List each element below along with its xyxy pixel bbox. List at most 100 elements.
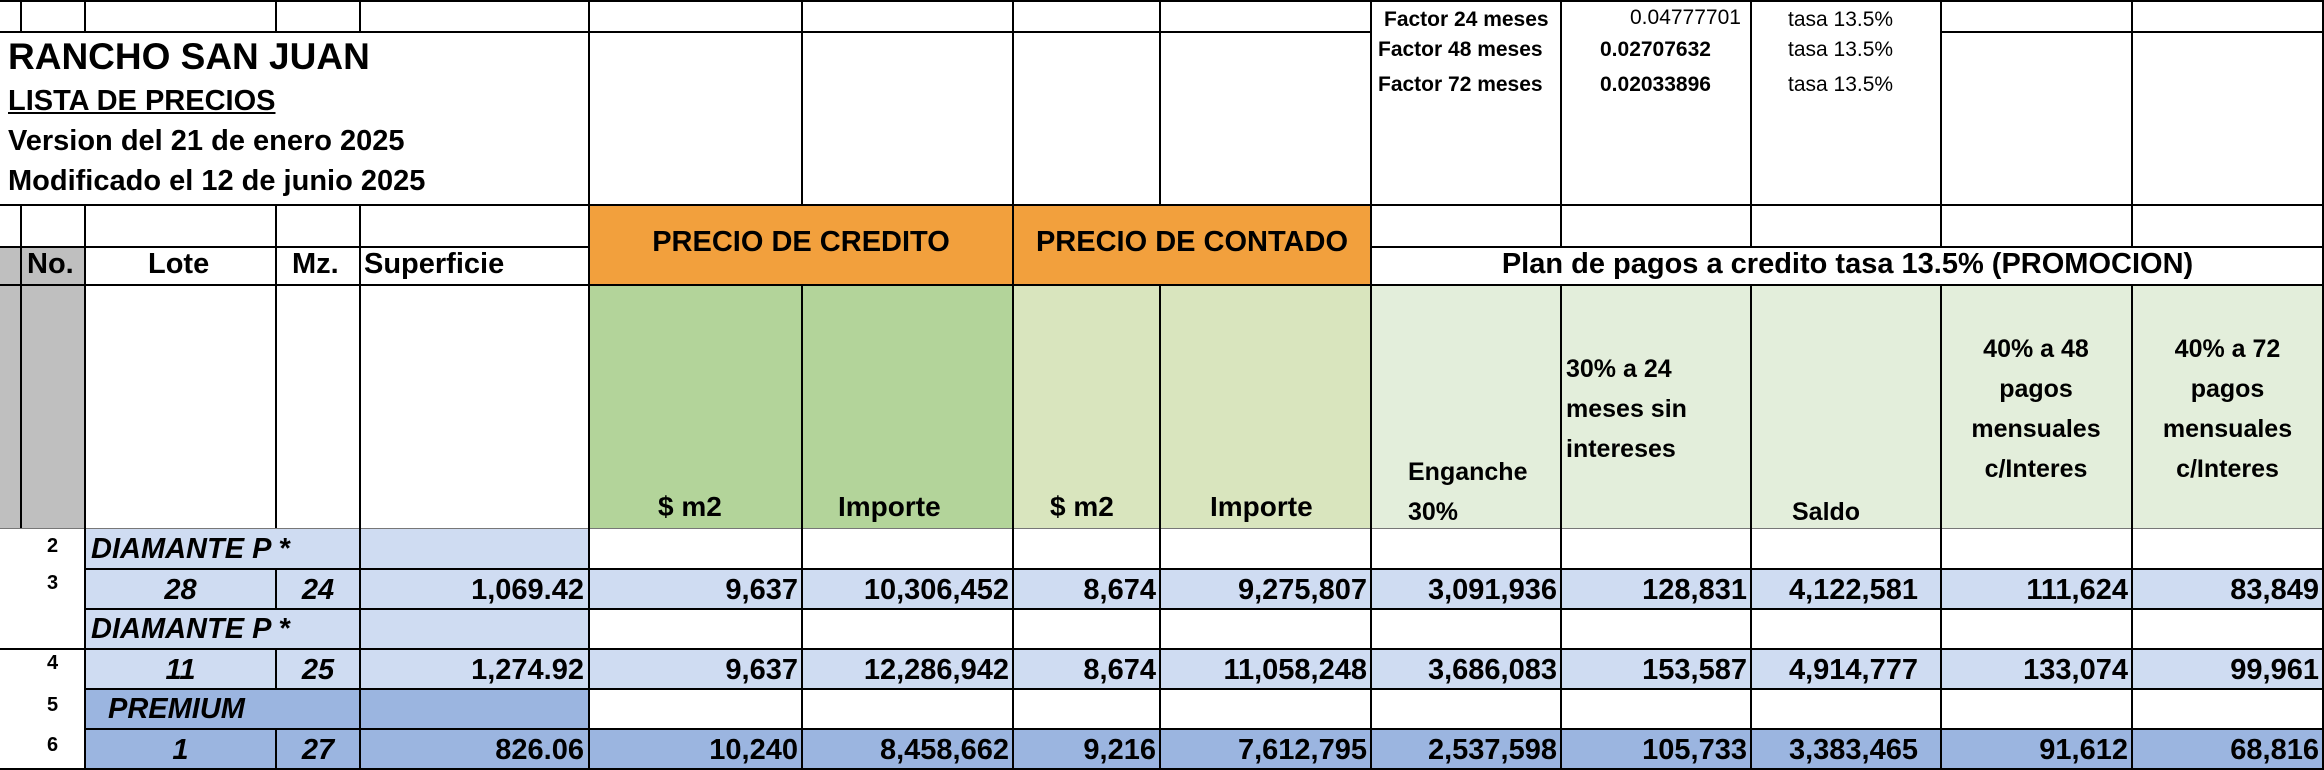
cell-saldo[interactable]: 4,122,581 <box>1788 574 1918 606</box>
header-lote[interactable]: Lote <box>148 248 210 280</box>
row-number-4[interactable]: 4 <box>46 652 59 674</box>
group-label[interactable]: DIAMANTE P * <box>91 533 290 565</box>
header-contado-m2[interactable]: $ m2 <box>1050 491 1114 522</box>
grid-line <box>2131 284 2133 770</box>
grid-line <box>1371 246 2324 248</box>
cell-saldo[interactable]: 4,914,777 <box>1788 654 1918 686</box>
cell-contado-importe[interactable]: 11,058,248 <box>1223 654 1367 686</box>
factor-48-label: Factor 48 meses <box>1378 38 1543 61</box>
grid-line <box>0 246 589 248</box>
header-plan-pagos[interactable]: Plan de pagos a credito tasa 13.5% (PROM… <box>1501 248 2194 280</box>
grid-line <box>0 768 2324 770</box>
header-precio-credito[interactable]: PRECIO DE CREDITO <box>652 226 950 258</box>
row-3-bg <box>85 729 2324 770</box>
grid-line <box>0 204 2324 206</box>
header-contado-importe[interactable]: Importe <box>1210 491 1313 522</box>
header-precio-contado[interactable]: PRECIO DE CONTADO <box>1035 226 1349 258</box>
grid-line <box>84 204 86 770</box>
cell-superficie[interactable]: 1,274.92 <box>471 654 584 686</box>
cell-enganche[interactable]: 2,537,598 <box>1427 734 1557 766</box>
header-p72-line3[interactable]: mensuales <box>2162 415 2293 443</box>
header-p72-line1[interactable]: 40% a 72 <box>2174 335 2281 363</box>
cell-p48[interactable]: 91,612 <box>2039 734 2128 766</box>
cell-contado-importe[interactable]: 7,612,795 <box>1237 734 1367 766</box>
grid-line <box>1560 0 1562 246</box>
cell-p24[interactable]: 153,587 <box>1642 654 1747 686</box>
header-enganche-line1[interactable]: Enganche <box>1408 458 1528 486</box>
header-no[interactable]: No. <box>27 248 74 280</box>
grid-line <box>0 528 2324 529</box>
cell-lote[interactable]: 11 <box>165 654 196 686</box>
header-superficie[interactable]: Superficie <box>364 248 505 280</box>
cell-contado-m2[interactable]: 8,674 <box>1083 574 1156 606</box>
header-p48-line3[interactable]: mensuales <box>1971 415 2101 443</box>
header-credito-importe[interactable]: Importe <box>838 491 941 522</box>
cell-p24[interactable]: 128,831 <box>1642 574 1747 606</box>
factor-24-rate: tasa 13.5% <box>1788 8 1894 31</box>
grid-line <box>275 728 277 770</box>
grid-line <box>20 204 22 528</box>
header-p24-line3[interactable]: intereses <box>1566 435 1676 463</box>
row-number-6[interactable]: 6 <box>46 734 59 756</box>
sheet-subtitle: LISTA DE PRECIOS <box>8 85 276 117</box>
row-number-2[interactable]: 2 <box>46 535 59 557</box>
group-2-bg <box>85 609 589 649</box>
cell-enganche[interactable]: 3,686,083 <box>1427 654 1557 686</box>
grid-line <box>588 0 590 770</box>
cell-mz[interactable]: 27 <box>301 734 335 766</box>
grid-line <box>275 204 277 528</box>
grid-line <box>85 568 2324 570</box>
cell-mz[interactable]: 25 <box>301 654 335 686</box>
cell-contado-m2[interactable]: 8,674 <box>1083 654 1156 686</box>
row-number-5[interactable]: 5 <box>46 694 59 716</box>
cell-superficie[interactable]: 826.06 <box>495 734 584 766</box>
cell-p48[interactable]: 133,074 <box>2023 654 2128 686</box>
cell-credito-m2[interactable]: 10,240 <box>709 734 798 766</box>
cell-contado-importe[interactable]: 9,275,807 <box>1237 574 1367 606</box>
version-text: Version del 21 de enero 2025 <box>8 125 405 157</box>
cell-p72[interactable]: 83,849 <box>2230 574 2319 606</box>
grid-line <box>1940 284 1942 770</box>
cell-credito-m2[interactable]: 9,637 <box>725 574 798 606</box>
grid-line <box>801 0 803 204</box>
row-1-bg <box>85 569 2324 609</box>
precio-credito-header-bg <box>589 205 1013 285</box>
header-saldo[interactable]: Saldo <box>1792 498 1861 526</box>
header-p48-line2[interactable]: pagos <box>1999 375 2073 403</box>
cell-lote[interactable]: 1 <box>172 734 189 766</box>
cell-credito-importe[interactable]: 10,306,452 <box>863 574 1009 606</box>
header-mz[interactable]: Mz. <box>292 248 339 280</box>
header-p72-line2[interactable]: pagos <box>2190 375 2265 403</box>
group-label[interactable]: DIAMANTE P * <box>91 613 290 645</box>
factor-24-value: 0.04777701 <box>1630 6 1741 29</box>
header-p72-line4[interactable]: c/Interes <box>2176 455 2279 483</box>
grid-line <box>1370 0 1372 770</box>
cell-lote[interactable]: 28 <box>164 574 197 606</box>
cell-credito-m2[interactable]: 9,637 <box>725 654 798 686</box>
cell-p24[interactable]: 105,733 <box>1642 734 1747 766</box>
cell-p48[interactable]: 111,624 <box>2026 574 2128 606</box>
row-header-gray-strip <box>0 247 20 529</box>
cell-p72[interactable]: 68,816 <box>2230 734 2319 766</box>
factor-48-value: 0.02707632 <box>1600 38 1711 61</box>
cell-credito-importe[interactable]: 12,286,942 <box>863 654 1009 686</box>
cell-credito-importe[interactable]: 8,458,662 <box>879 734 1009 766</box>
grid-line <box>2131 0 2133 246</box>
cell-p72[interactable]: 99,961 <box>2230 654 2319 686</box>
cell-superficie[interactable]: 1,069.42 <box>471 574 584 606</box>
group-label[interactable]: PREMIUM <box>108 693 245 725</box>
cell-enganche[interactable]: 3,091,936 <box>1427 574 1557 606</box>
row-number-3[interactable]: 3 <box>46 572 59 594</box>
grid-line <box>1159 0 1161 204</box>
header-p48-line1[interactable]: 40% a 48 <box>1983 335 2089 363</box>
cell-mz[interactable]: 24 <box>301 574 335 606</box>
header-credito-m2[interactable]: $ m2 <box>658 491 722 522</box>
grid-line <box>85 728 2324 730</box>
header-p24-line2[interactable]: meses sin <box>1566 395 1687 423</box>
grid-line <box>359 204 361 770</box>
cell-contado-m2[interactable]: 9,216 <box>1083 734 1156 766</box>
header-enganche-line2[interactable]: 30% <box>1408 498 1459 526</box>
header-p48-line4[interactable]: c/Interes <box>1984 455 2088 483</box>
header-p24-line1[interactable]: 30% a 24 <box>1566 355 1672 383</box>
cell-saldo[interactable]: 3,383,465 <box>1788 734 1918 766</box>
